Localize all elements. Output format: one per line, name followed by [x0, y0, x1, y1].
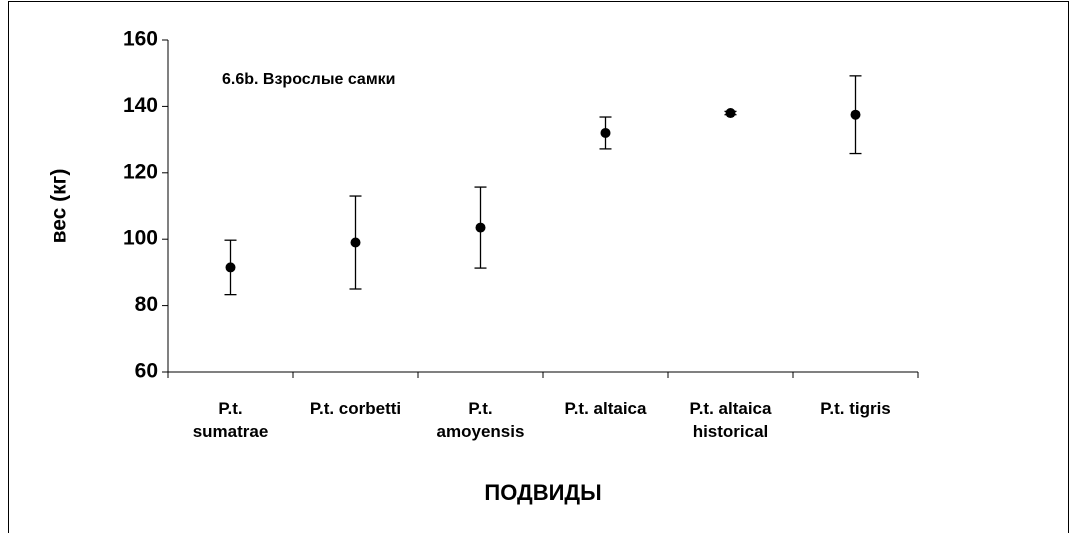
frame — [8, 1, 1069, 533]
point — [225, 262, 236, 273]
y-tick-label: 140 — [123, 94, 158, 117]
y-axis-label: вес (кг) — [48, 169, 71, 244]
y-tick-label: 60 — [135, 360, 158, 383]
x-tick-label: P.t. tigris — [820, 399, 891, 418]
y-tick-label: 160 — [123, 28, 158, 51]
point — [600, 127, 611, 138]
x-tick-label: P.t. altaica historical — [689, 399, 772, 441]
y-tick-label: 100 — [123, 227, 158, 250]
point — [350, 237, 361, 248]
point — [850, 109, 861, 120]
y-tick-label: 120 — [123, 160, 158, 183]
x-tick-label: P.t. corbetti — [309, 399, 402, 418]
x-tick-label: P.t. sumatrae — [192, 399, 269, 441]
y-tick-label: 80 — [135, 293, 158, 316]
chart-title: 6.6b. Взрослые самки — [222, 71, 396, 88]
x-tick-label: P.t. altaica — [564, 399, 647, 418]
point — [475, 222, 486, 233]
point — [725, 108, 736, 119]
x-axis-label: ПОДВИДЫ — [484, 480, 601, 505]
x-tick-label: P.t. amoyensis — [436, 399, 525, 441]
